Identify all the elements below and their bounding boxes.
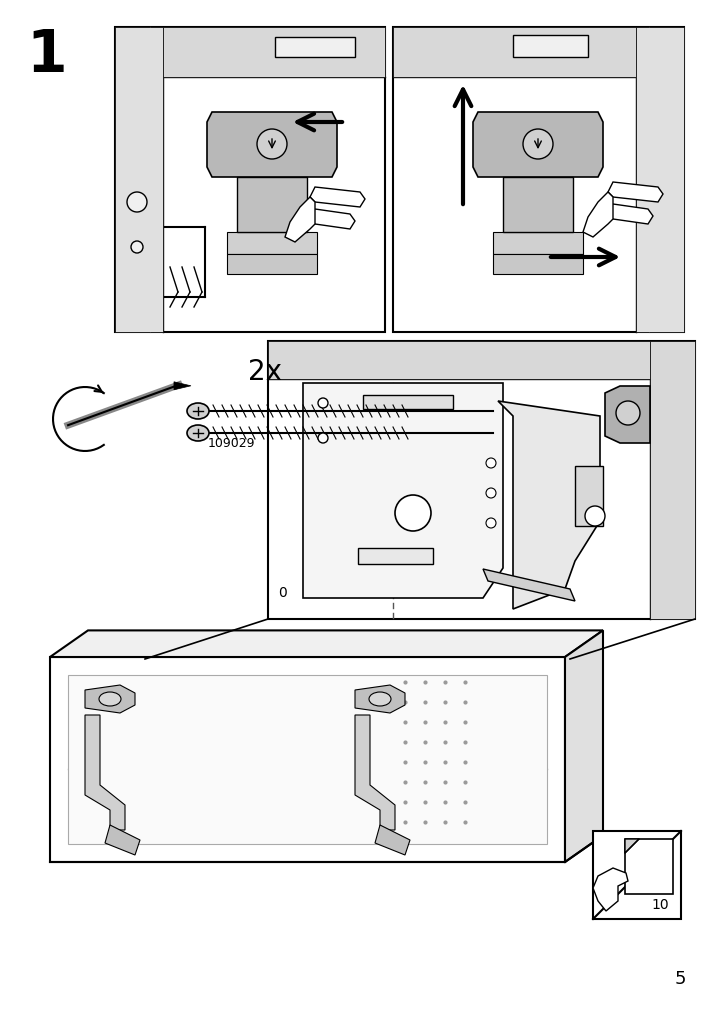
Bar [227, 233, 317, 255]
Bar [115, 28, 163, 333]
Circle shape [131, 242, 143, 254]
Bar [363, 395, 453, 409]
Circle shape [257, 129, 287, 160]
Text: 10: 10 [651, 897, 669, 911]
Text: 109029: 109029 [208, 437, 256, 450]
Text: 0: 0 [278, 585, 287, 600]
Polygon shape [85, 685, 135, 714]
Polygon shape [375, 825, 410, 855]
Circle shape [486, 488, 496, 498]
Bar [625, 839, 673, 894]
Polygon shape [174, 382, 191, 390]
Polygon shape [473, 113, 603, 178]
Polygon shape [583, 193, 613, 238]
Circle shape [585, 507, 605, 527]
Bar [358, 548, 433, 564]
Polygon shape [105, 825, 140, 855]
Bar [493, 233, 583, 255]
Polygon shape [565, 631, 603, 862]
Circle shape [616, 401, 640, 426]
Polygon shape [355, 716, 395, 830]
Polygon shape [310, 188, 365, 208]
Bar [115, 28, 385, 333]
Bar [393, 28, 684, 333]
Ellipse shape [99, 693, 121, 707]
Polygon shape [498, 401, 600, 610]
Bar [503, 178, 573, 233]
Circle shape [127, 193, 147, 212]
Bar [636, 28, 684, 333]
Circle shape [486, 459, 496, 468]
Bar [268, 342, 695, 620]
Text: 1: 1 [26, 26, 67, 84]
Bar [237, 178, 307, 233]
Circle shape [523, 129, 553, 160]
Bar [575, 466, 603, 527]
Ellipse shape [187, 403, 209, 420]
Polygon shape [50, 631, 603, 657]
Polygon shape [207, 113, 337, 178]
Bar [227, 255, 317, 275]
Polygon shape [608, 183, 663, 203]
Bar [268, 342, 650, 379]
Polygon shape [605, 386, 650, 444]
Polygon shape [608, 205, 653, 224]
Bar [275, 38, 355, 58]
Text: 2x: 2x [248, 358, 282, 385]
Polygon shape [625, 839, 639, 853]
Bar [650, 342, 695, 620]
Circle shape [486, 519, 496, 529]
Bar [513, 36, 588, 58]
Bar [50, 657, 565, 862]
Polygon shape [593, 868, 628, 911]
Polygon shape [285, 198, 315, 243]
Ellipse shape [187, 426, 209, 442]
Polygon shape [483, 569, 575, 602]
Bar [163, 28, 385, 78]
Bar [68, 675, 547, 844]
Bar [593, 831, 681, 919]
Circle shape [395, 495, 431, 532]
Polygon shape [85, 716, 125, 830]
Polygon shape [355, 685, 405, 714]
Bar [493, 255, 583, 275]
Bar [393, 28, 636, 78]
Text: 5: 5 [674, 969, 685, 987]
Circle shape [318, 434, 328, 444]
Circle shape [318, 398, 328, 408]
Ellipse shape [369, 693, 391, 707]
Polygon shape [310, 210, 355, 229]
Polygon shape [303, 383, 503, 599]
